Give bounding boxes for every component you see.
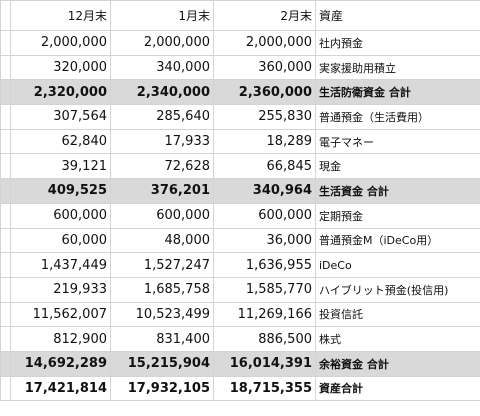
asset-name: 社内預金 [315, 30, 480, 56]
amount-cell: 10,523,499 [110, 301, 214, 328]
row-stub [0, 0, 11, 31]
header-row: 12月末 1月末 2月末 資産 [0, 0, 480, 31]
row-stub [0, 252, 11, 278]
amount-cell: 2,320,000 [10, 79, 111, 106]
table-row: 307,564 285,640 255,830 普通預金（生活費用） [0, 104, 480, 130]
amount-cell: 2,000,000 [10, 30, 111, 56]
amount-cell: 376,201 [110, 178, 214, 204]
table-row: 17,421,814 17,932,105 18,715,355 資産合計 [0, 375, 480, 402]
row-stub [0, 153, 11, 180]
row-stub [0, 227, 11, 254]
column-header: 資産 [315, 0, 480, 31]
table-row: 2,000,000 2,000,000 2,000,000 社内預金 [0, 30, 480, 56]
asset-name: 実家援助用積立 [315, 54, 480, 81]
amount-cell: 812,900 [10, 326, 111, 352]
row-stub [0, 202, 11, 229]
amount-cell: 2,360,000 [213, 79, 316, 106]
table-row: 2,320,000 2,340,000 2,360,000 生活防衛資金 合計 [0, 79, 480, 106]
amount-cell: 340,000 [110, 54, 214, 81]
table-row: 812,900 831,400 886,500 株式 [0, 326, 480, 352]
amount-cell: 600,000 [110, 202, 214, 229]
sheet-body: 12月末 1月末 2月末 資産 2,000,000 2,000,000 2,000,000 社… [0, 0, 480, 402]
table-row: 320,000 340,000 360,000 実家援助用積立 [0, 54, 480, 81]
row-stub [0, 350, 11, 377]
amount-cell: 1,636,955 [213, 252, 316, 278]
asset-name: 余裕資金 合計 [315, 350, 480, 377]
table-row: 39,121 72,628 66,845 現金 [0, 153, 480, 180]
row-stub [0, 30, 11, 56]
amount-cell: 600,000 [213, 202, 316, 229]
amount-cell: 409,525 [10, 178, 111, 204]
amount-cell: 11,269,166 [213, 301, 316, 328]
asset-name: 生活防衛資金 合計 [315, 79, 480, 106]
amount-cell: 16,014,391 [213, 350, 316, 377]
amount-cell: 2,340,000 [110, 79, 214, 106]
amount-cell: 48,000 [110, 227, 214, 254]
amount-cell: 600,000 [10, 202, 111, 229]
amount-cell: 2,000,000 [213, 30, 316, 56]
table-row: 11,562,007 10,523,499 11,269,166 投資信託 [0, 301, 480, 328]
table-row: 14,692,289 15,215,904 16,014,391 余裕資金 合計 [0, 350, 480, 377]
amount-cell: 886,500 [213, 326, 316, 352]
asset-name: 普通預金M（iDeCo用） [315, 227, 480, 254]
asset-name: 株式 [315, 326, 480, 352]
amount-cell: 340,964 [213, 178, 316, 204]
row-stub [0, 128, 11, 155]
amount-cell: 17,932,105 [110, 375, 214, 402]
table-row: 600,000 600,000 600,000 定期預金 [0, 202, 480, 229]
amount-cell: 18,289 [213, 128, 316, 155]
amount-cell: 219,933 [10, 276, 111, 303]
table-row: 60,000 48,000 36,000 普通預金M（iDeCo用） [0, 227, 480, 254]
amount-cell: 255,830 [213, 104, 316, 130]
amount-cell: 831,400 [110, 326, 214, 352]
amount-cell: 360,000 [213, 54, 316, 81]
table-row: 219,933 1,685,758 1,585,770 ハイブリット預金(投信用) [0, 276, 480, 303]
asset-name: 定期預金 [315, 202, 480, 229]
asset-name: 生活資金 合計 [315, 178, 480, 204]
amount-cell: 15,215,904 [110, 350, 214, 377]
asset-name: 普通預金（生活費用） [315, 104, 480, 130]
amount-cell: 1,527,247 [110, 252, 214, 278]
amount-cell: 62,840 [10, 128, 111, 155]
column-header: 12月末 [10, 0, 111, 31]
table-row: 62,840 17,933 18,289 電子マネー [0, 128, 480, 155]
asset-name: 現金 [315, 153, 480, 180]
amount-cell: 2,000,000 [110, 30, 214, 56]
row-stub [0, 375, 11, 402]
asset-name: 電子マネー [315, 128, 480, 155]
asset-name: 投資信託 [315, 301, 480, 328]
column-header: 1月末 [110, 0, 214, 31]
amount-cell: 11,562,007 [10, 301, 111, 328]
row-stub [0, 326, 11, 352]
amount-cell: 60,000 [10, 227, 111, 254]
amount-cell: 1,585,770 [213, 276, 316, 303]
amount-cell: 14,692,289 [10, 350, 111, 377]
amount-cell: 36,000 [213, 227, 316, 254]
amount-cell: 17,933 [110, 128, 214, 155]
row-stub [0, 178, 11, 204]
amount-cell: 1,685,758 [110, 276, 214, 303]
amount-cell: 39,121 [10, 153, 111, 180]
amount-cell: 285,640 [110, 104, 214, 130]
table-row: 1,437,449 1,527,247 1,636,955 iDeCo [0, 252, 480, 278]
table-row: 409,525 376,201 340,964 生活資金 合計 [0, 178, 480, 204]
amount-cell: 66,845 [213, 153, 316, 180]
amount-cell: 18,715,355 [213, 375, 316, 402]
column-header: 2月末 [213, 0, 316, 31]
row-stub [0, 276, 11, 303]
amount-cell: 320,000 [10, 54, 111, 81]
asset-name: ハイブリット預金(投信用) [315, 276, 480, 303]
row-stub [0, 54, 11, 81]
amount-cell: 1,437,449 [10, 252, 111, 278]
spreadsheet: 12月末 1月末 2月末 資産 2,000,000 2,000,000 2,000,000 社… [0, 0, 480, 402]
amount-cell: 307,564 [10, 104, 111, 130]
amount-cell: 17,421,814 [10, 375, 111, 402]
row-stub [0, 79, 11, 106]
row-stub [0, 301, 11, 328]
row-stub [0, 104, 11, 130]
asset-name: iDeCo [315, 252, 480, 278]
amount-cell: 72,628 [110, 153, 214, 180]
asset-name: 資産合計 [315, 375, 480, 402]
